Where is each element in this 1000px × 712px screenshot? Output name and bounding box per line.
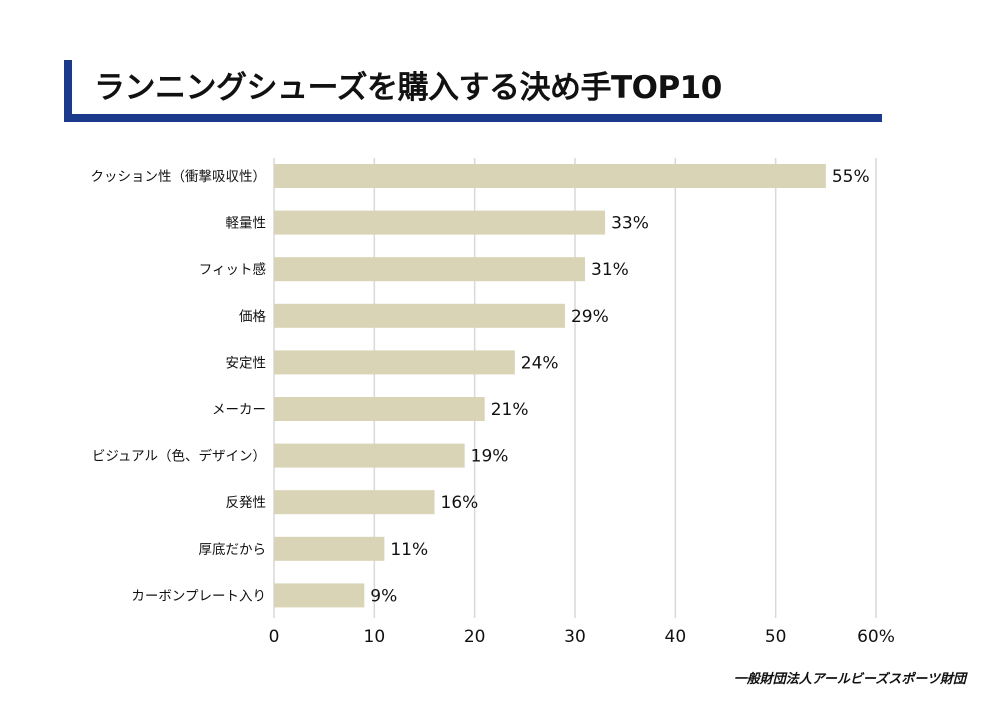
x-tick-label: 30	[564, 627, 586, 647]
title-block: ランニングシューズを購入する決め手TOP10	[64, 60, 882, 122]
bar	[274, 164, 826, 188]
category-label: フィット感	[199, 261, 266, 278]
bar	[274, 210, 606, 235]
bar	[274, 303, 565, 328]
data-label: 24%	[521, 353, 559, 373]
data-label: 31%	[591, 260, 629, 280]
category-label: カーボンプレート入り	[131, 588, 266, 604]
x-tick-label: 10	[364, 627, 386, 647]
x-tick-label: 0	[269, 627, 280, 647]
data-label: 55%	[832, 167, 870, 187]
x-tick-label: 20	[464, 627, 486, 647]
bar	[274, 583, 365, 608]
data-label: 16%	[441, 493, 479, 513]
x-tick-label: 50	[765, 627, 787, 647]
bar	[274, 397, 485, 421]
x-tick-label: 60%	[857, 627, 895, 647]
category-label: 厚底だから	[199, 542, 267, 558]
source-credit: 一般財団法人アールビーズスポーツ財団	[733, 672, 966, 687]
title-underline	[64, 114, 882, 122]
x-tick-label: 40	[665, 627, 687, 647]
bar	[274, 536, 385, 561]
bar	[274, 350, 515, 375]
category-label: 安定性	[226, 355, 267, 371]
bar	[274, 490, 435, 515]
category-label: メーカー	[212, 402, 266, 418]
data-label: 11%	[390, 540, 428, 560]
data-label: 9%	[370, 586, 397, 606]
category-label: 反発性	[226, 495, 267, 511]
chart-title: ランニングシューズを購入する決め手TOP10	[94, 70, 722, 106]
data-label: 29%	[571, 307, 609, 327]
title-accent-bar	[64, 60, 72, 122]
category-label: ビジュアル（色、デザイン）	[92, 448, 266, 465]
category-label: 軽量性	[226, 216, 267, 232]
data-label: 33%	[611, 214, 649, 234]
category-label: クッション性（衝撃吸収性）	[91, 169, 267, 185]
data-label: 19%	[471, 447, 509, 467]
category-label: 価格	[239, 309, 266, 325]
bar	[274, 257, 586, 282]
bar	[274, 443, 465, 468]
data-label: 21%	[491, 400, 529, 420]
